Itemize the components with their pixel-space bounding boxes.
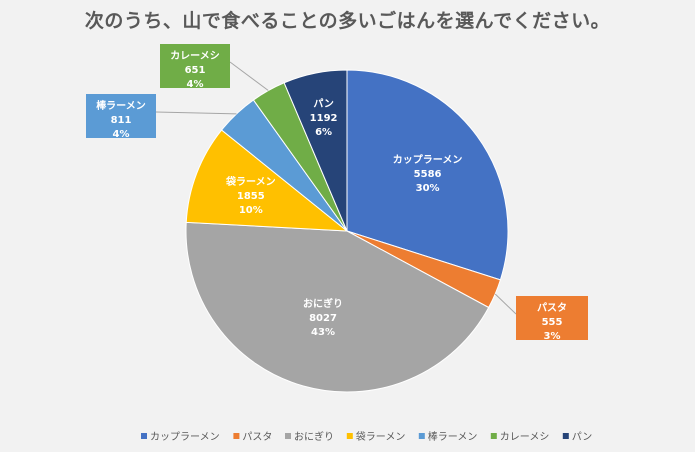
callout-box-5: [86, 94, 156, 138]
legend-swatch: [346, 433, 353, 439]
slice-label-name: パン: [313, 98, 334, 110]
slice-label-percent: 30%: [416, 183, 440, 194]
legend-label: 袋ラーメン: [356, 430, 406, 443]
legend-label: パン: [572, 431, 593, 443]
slice-label-value: 651: [185, 65, 206, 76]
slice-label-percent: 4%: [113, 129, 130, 140]
leader-line-5: [155, 111, 237, 115]
legend: カップラーメン パスタ おにぎり 袋ラーメン 棒ラーメン カレーメシ パン: [141, 430, 592, 443]
legend-label: パスタ: [242, 431, 272, 443]
legend-label: おにぎり: [294, 430, 334, 443]
legend-label: 棒ラーメン: [428, 430, 478, 443]
slice-label-name: カレーメシ: [170, 50, 220, 62]
slice-label-percent: 6%: [315, 127, 332, 138]
slice-label-value: 1192: [310, 113, 338, 124]
legend-label: カップラーメン: [150, 431, 220, 443]
callout-box-2: [516, 296, 588, 340]
legend-swatch: [490, 433, 497, 439]
slice-label-value: 8027: [309, 313, 337, 324]
slice-label-value: 1855: [237, 191, 265, 202]
slice-label-name: 袋ラーメン: [225, 175, 276, 188]
pie-slice-7: [283, 69, 348, 232]
legend-swatch: [418, 433, 425, 439]
legend-swatch: [285, 433, 291, 439]
slice-label-value: 5586: [414, 169, 442, 180]
slice-label-name: 棒ラーメン: [96, 99, 146, 112]
leader-line-6: [229, 61, 269, 91]
slice-label-percent: 3%: [544, 331, 561, 342]
callout-box-6: [160, 44, 230, 88]
slice-label-percent: 4%: [187, 79, 204, 90]
legend-swatch: [562, 433, 569, 439]
slice-label-percent: 10%: [239, 205, 263, 216]
legend-swatch: [233, 433, 240, 439]
legend-label: カレーメシ: [500, 431, 550, 443]
slice-label-value: 555: [542, 317, 563, 328]
slice-label-value: 811: [111, 115, 132, 126]
slice-label-name: カップラーメン: [393, 153, 463, 166]
slice-label-name: パスタ: [537, 302, 567, 314]
slice-label-percent: 43%: [311, 327, 335, 338]
legend-swatch: [141, 433, 147, 439]
pie-slice-3: [185, 221, 490, 393]
leader-line-2: [494, 293, 517, 315]
pie-slice-4: [185, 129, 349, 232]
pie-slice-1: [346, 69, 509, 281]
slice-label-name: おにぎり: [303, 297, 343, 310]
chart-title: 次のうち、山で食べることの多いごはんを選んでください。: [84, 10, 611, 32]
